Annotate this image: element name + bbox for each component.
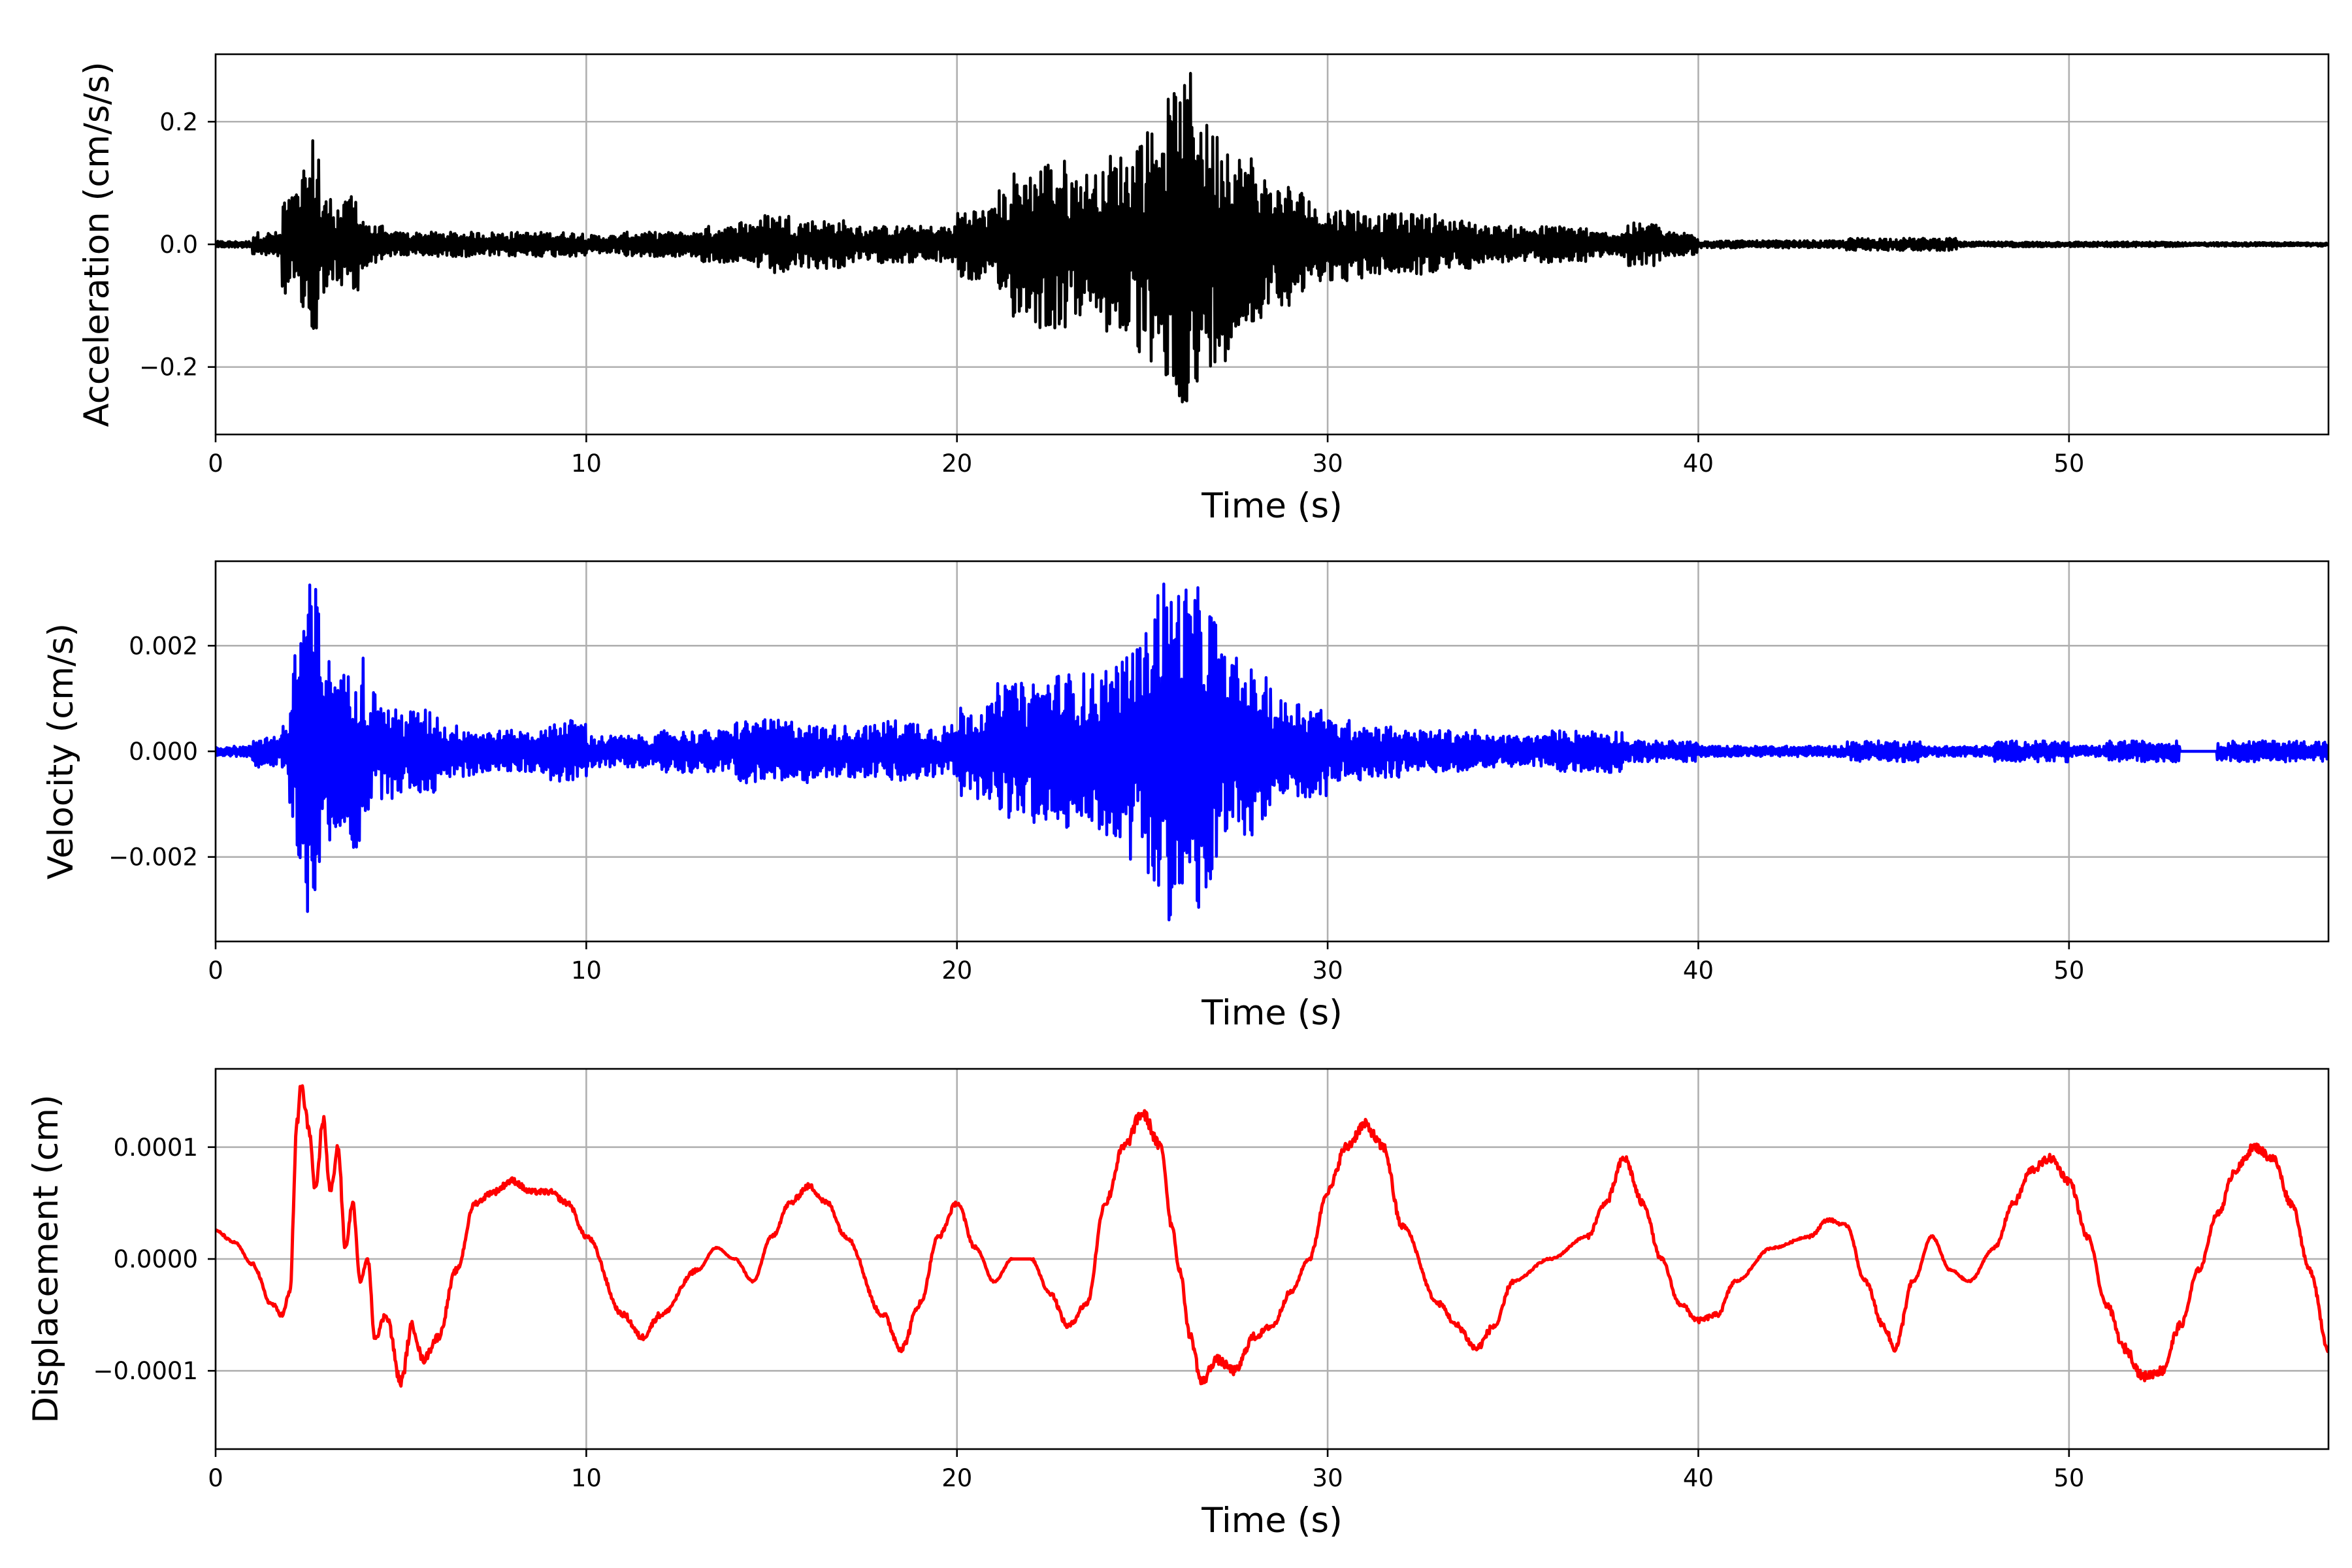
velocity-series — [216, 582, 2328, 922]
velocity-x-tick-label: 10 — [571, 956, 602, 985]
displacement-grid — [214, 1069, 2328, 1449]
acceleration-x-tick-label: 30 — [1313, 449, 1343, 478]
acceleration-trace-line — [216, 72, 2328, 404]
displacement-x-tick-label: 40 — [1683, 1464, 1714, 1492]
displacement-y-ticks: −0.0001 0.0000 0.0001 — [93, 1134, 216, 1385]
displacement-x-ticks: 0 10 20 30 40 50 — [208, 1449, 2084, 1492]
velocity-y-ticks: −0.002 0.000 0.002 — [108, 632, 216, 872]
displacement-x-tick-label: 50 — [2053, 1464, 2084, 1492]
displacement-x-tick-label: 30 — [1313, 1464, 1343, 1492]
acceleration-series — [216, 72, 2328, 404]
acceleration-x-tick-label: 0 — [208, 449, 223, 478]
velocity-panel: 0 10 20 30 40 50 −0.002 0.000 0.002 Time (s) Ve… — [41, 560, 2330, 1033]
acceleration-y-axis-label: Acceleration (cm/s/s) — [77, 61, 117, 427]
displacement-trace-line — [216, 1084, 2328, 1388]
velocity-x-tick-label: 20 — [941, 956, 972, 985]
acceleration-x-ticks: 0 10 20 30 40 50 — [208, 434, 2084, 478]
displacement-x-tick-label: 10 — [571, 1464, 602, 1492]
displacement-y-tick-label: 0.0001 — [114, 1134, 198, 1162]
displacement-y-tick-label: 0.0000 — [114, 1245, 198, 1273]
acceleration-panel: 0 10 20 30 40 50 −0.2 0.0 0.2 Time (s) Accelera… — [77, 53, 2330, 526]
acceleration-y-ticks: −0.2 0.0 0.2 — [139, 108, 216, 382]
velocity-x-axis-label: Time (s) — [1201, 993, 1343, 1033]
velocity-x-tick-label: 0 — [208, 956, 223, 985]
velocity-x-ticks: 0 10 20 30 40 50 — [208, 941, 2084, 985]
acceleration-x-axis-label: Time (s) — [1201, 486, 1343, 526]
acceleration-x-tick-label: 20 — [941, 449, 972, 478]
displacement-x-axis-label: Time (s) — [1201, 1501, 1343, 1541]
displacement-x-tick-label: 0 — [208, 1464, 223, 1492]
velocity-y-tick-label: 0.000 — [129, 738, 198, 766]
displacement-x-tick-label: 20 — [941, 1464, 972, 1492]
displacement-y-tick-label: −0.0001 — [93, 1357, 198, 1385]
acceleration-x-tick-label: 10 — [571, 449, 602, 478]
velocity-x-tick-label: 30 — [1313, 956, 1343, 985]
acceleration-y-tick-label: 0.0 — [159, 231, 198, 259]
acceleration-y-tick-label: 0.2 — [159, 108, 198, 136]
displacement-panel: 0 10 20 30 40 50 −0.0001 0.0000 0.0001 Time (s)… — [26, 1068, 2330, 1541]
velocity-trace-line — [216, 582, 2328, 922]
displacement-series — [216, 1084, 2328, 1388]
velocity-y-axis-label: Velocity (cm/s) — [41, 623, 81, 879]
acceleration-y-tick-label: −0.2 — [139, 353, 198, 382]
displacement-y-axis-label: Displacement (cm) — [26, 1094, 66, 1423]
acceleration-x-tick-label: 40 — [1683, 449, 1714, 478]
velocity-y-tick-label: −0.002 — [108, 843, 198, 872]
velocity-x-tick-label: 50 — [2053, 956, 2084, 985]
velocity-y-tick-label: 0.002 — [129, 632, 198, 660]
acceleration-x-tick-label: 50 — [2053, 449, 2084, 478]
velocity-x-tick-label: 40 — [1683, 956, 1714, 985]
